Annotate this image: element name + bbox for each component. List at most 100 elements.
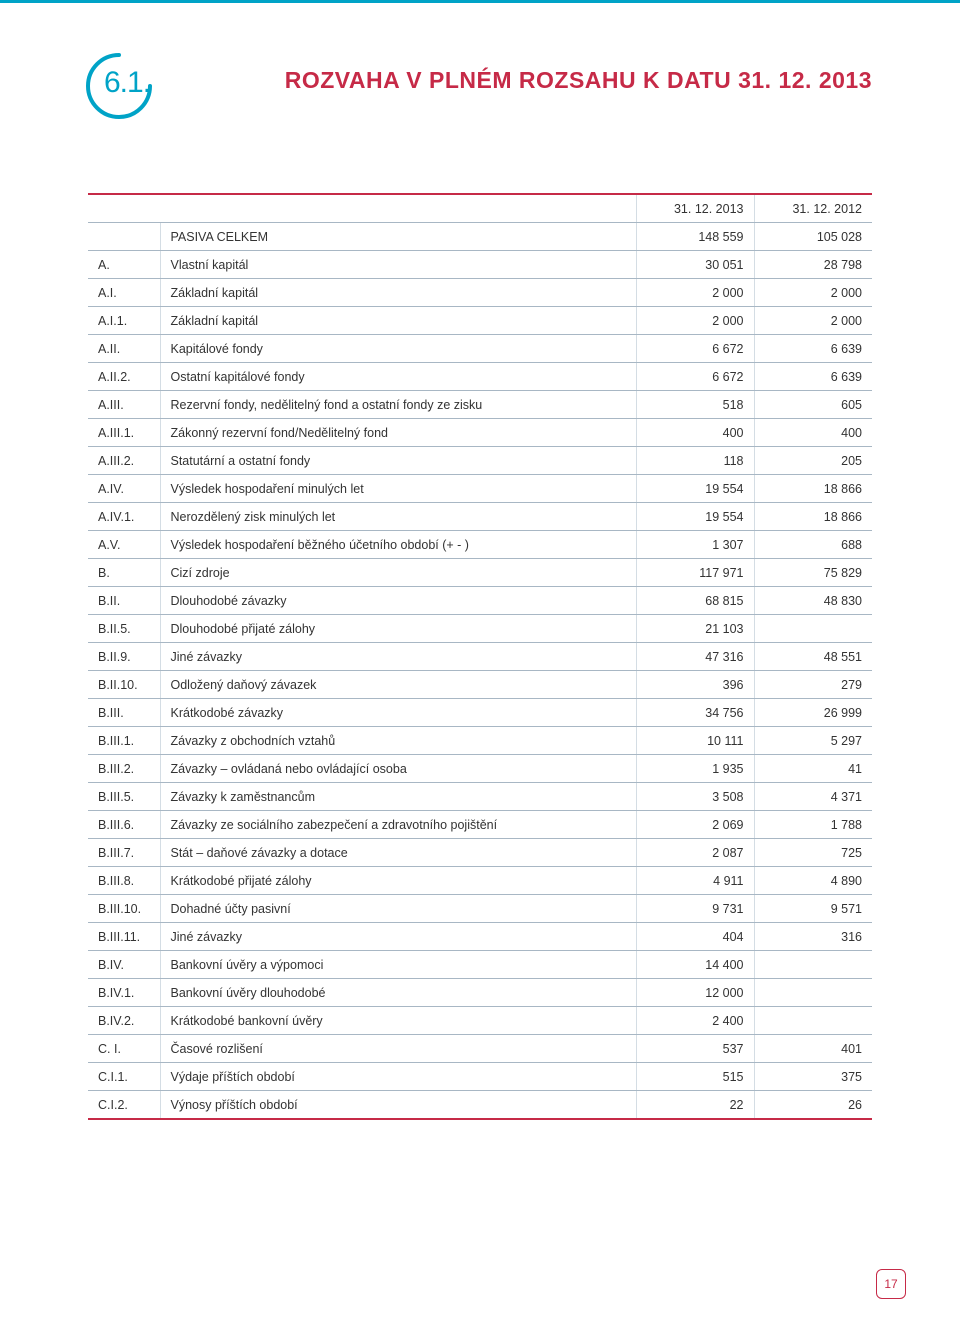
- row-code: B.III.11.: [88, 923, 160, 951]
- row-value-2013: 14 400: [636, 951, 754, 979]
- row-label: Dohadné účty pasivní: [160, 895, 636, 923]
- row-value-2013: 1 935: [636, 755, 754, 783]
- row-value-2013: 1 307: [636, 531, 754, 559]
- section-number: 6.1.: [104, 66, 150, 100]
- table-row: B.III.7.Stát – daňové závazky a dotace2 …: [88, 839, 872, 867]
- row-value-2012: 5 297: [754, 727, 872, 755]
- row-code: A.: [88, 251, 160, 279]
- row-code: B.III.1.: [88, 727, 160, 755]
- table-header-col2: 31. 12. 2012: [754, 194, 872, 223]
- row-value-2013: 518: [636, 391, 754, 419]
- table-row: PASIVA CELKEM148 559105 028: [88, 223, 872, 251]
- row-code: B.IV.1.: [88, 979, 160, 1007]
- row-value-2013: 148 559: [636, 223, 754, 251]
- row-label: Výdaje příštích období: [160, 1063, 636, 1091]
- row-value-2013: 19 554: [636, 503, 754, 531]
- row-value-2013: 19 554: [636, 475, 754, 503]
- row-code: A.I.1.: [88, 307, 160, 335]
- row-value-2013: 9 731: [636, 895, 754, 923]
- row-value-2013: 118: [636, 447, 754, 475]
- row-value-2012: 688: [754, 531, 872, 559]
- table-row: B.III.8.Krátkodobé přijaté zálohy4 9114 …: [88, 867, 872, 895]
- row-label: Výsledek hospodaření minulých let: [160, 475, 636, 503]
- table-row: C.I.1.Výdaje příštích období515375: [88, 1063, 872, 1091]
- row-value-2013: 47 316: [636, 643, 754, 671]
- row-label: Dlouhodobé přijaté zálohy: [160, 615, 636, 643]
- row-value-2012: 375: [754, 1063, 872, 1091]
- row-value-2012: 75 829: [754, 559, 872, 587]
- page-header: 6.1. ROZVAHA V PLNÉM ROZSAHU K DATU 31. …: [88, 55, 872, 117]
- row-label: Závazky ze sociálního zabezpečení a zdra…: [160, 811, 636, 839]
- row-code: B.III.10.: [88, 895, 160, 923]
- row-value-2012: 6 639: [754, 335, 872, 363]
- table-row: B.IV.1.Bankovní úvěry dlouhodobé12 000: [88, 979, 872, 1007]
- table-row: B.III.10.Dohadné účty pasivní9 7319 571: [88, 895, 872, 923]
- page-number: 17: [884, 1277, 897, 1291]
- row-label: Závazky z obchodních vztahů: [160, 727, 636, 755]
- row-value-2012: 1 788: [754, 811, 872, 839]
- row-value-2013: 30 051: [636, 251, 754, 279]
- row-code: B.II.: [88, 587, 160, 615]
- row-code: B.III.6.: [88, 811, 160, 839]
- row-value-2012: [754, 951, 872, 979]
- table-row: A.III.2.Statutární a ostatní fondy118205: [88, 447, 872, 475]
- table-row: A.I.Základní kapitál2 0002 000: [88, 279, 872, 307]
- row-value-2013: 515: [636, 1063, 754, 1091]
- row-value-2013: 2 000: [636, 279, 754, 307]
- row-label: Zákonný rezervní fond/Nedělitelný fond: [160, 419, 636, 447]
- row-label: Výsledek hospodaření běžného účetního ob…: [160, 531, 636, 559]
- row-label: Cizí zdroje: [160, 559, 636, 587]
- row-code: C.I.2.: [88, 1091, 160, 1120]
- row-label: Krátkodobé závazky: [160, 699, 636, 727]
- row-value-2012: 26 999: [754, 699, 872, 727]
- row-value-2012: 279: [754, 671, 872, 699]
- row-value-2012: 316: [754, 923, 872, 951]
- row-code: A.II.2.: [88, 363, 160, 391]
- row-code: A.III.2.: [88, 447, 160, 475]
- row-code: A.II.: [88, 335, 160, 363]
- row-value-2012: 26: [754, 1091, 872, 1120]
- row-value-2013: 12 000: [636, 979, 754, 1007]
- row-code: B.IV.: [88, 951, 160, 979]
- table-row: A.III.1.Zákonný rezervní fond/Neděliteln…: [88, 419, 872, 447]
- row-label: Ostatní kapitálové fondy: [160, 363, 636, 391]
- row-label: Nerozdělený zisk minulých let: [160, 503, 636, 531]
- row-code: B.II.5.: [88, 615, 160, 643]
- table-header-blank: [88, 194, 160, 223]
- page-title: ROZVAHA V PLNÉM ROZSAHU K DATU 31. 12. 2…: [150, 55, 872, 94]
- row-label: Závazky – ovládaná nebo ovládající osoba: [160, 755, 636, 783]
- table-row: B.II.5.Dlouhodobé přijaté zálohy21 103: [88, 615, 872, 643]
- table-row: B.II.9.Jiné závazky47 31648 551: [88, 643, 872, 671]
- row-label: Kapitálové fondy: [160, 335, 636, 363]
- row-label: Krátkodobé přijaté zálohy: [160, 867, 636, 895]
- row-value-2013: 6 672: [636, 335, 754, 363]
- document-page: 6.1. ROZVAHA V PLNÉM ROZSAHU K DATU 31. …: [0, 0, 960, 1339]
- row-value-2012: [754, 615, 872, 643]
- row-value-2012: 205: [754, 447, 872, 475]
- section-mark: 6.1.: [88, 55, 150, 117]
- table-row: B.III.Krátkodobé závazky34 75626 999: [88, 699, 872, 727]
- row-code: A.I.: [88, 279, 160, 307]
- row-value-2013: 21 103: [636, 615, 754, 643]
- row-label: Vlastní kapitál: [160, 251, 636, 279]
- row-code: B.III.8.: [88, 867, 160, 895]
- row-code: C. I.: [88, 1035, 160, 1063]
- row-value-2013: 3 508: [636, 783, 754, 811]
- row-value-2012: 18 866: [754, 503, 872, 531]
- row-value-2012: 401: [754, 1035, 872, 1063]
- row-value-2013: 22: [636, 1091, 754, 1120]
- row-code: [88, 223, 160, 251]
- table-row: A.II.Kapitálové fondy6 6726 639: [88, 335, 872, 363]
- table-row: A.Vlastní kapitál30 05128 798: [88, 251, 872, 279]
- row-value-2013: 404: [636, 923, 754, 951]
- row-label: Rezervní fondy, nedělitelný fond a ostat…: [160, 391, 636, 419]
- table-row: A.III.Rezervní fondy, nedělitelný fond a…: [88, 391, 872, 419]
- row-label: PASIVA CELKEM: [160, 223, 636, 251]
- row-value-2012: 18 866: [754, 475, 872, 503]
- table-row: C.I.2.Výnosy příštích období2226: [88, 1091, 872, 1120]
- row-code: B.III.7.: [88, 839, 160, 867]
- row-value-2012: 2 000: [754, 279, 872, 307]
- row-value-2012: 9 571: [754, 895, 872, 923]
- row-code: A.IV.1.: [88, 503, 160, 531]
- row-value-2012: 48 830: [754, 587, 872, 615]
